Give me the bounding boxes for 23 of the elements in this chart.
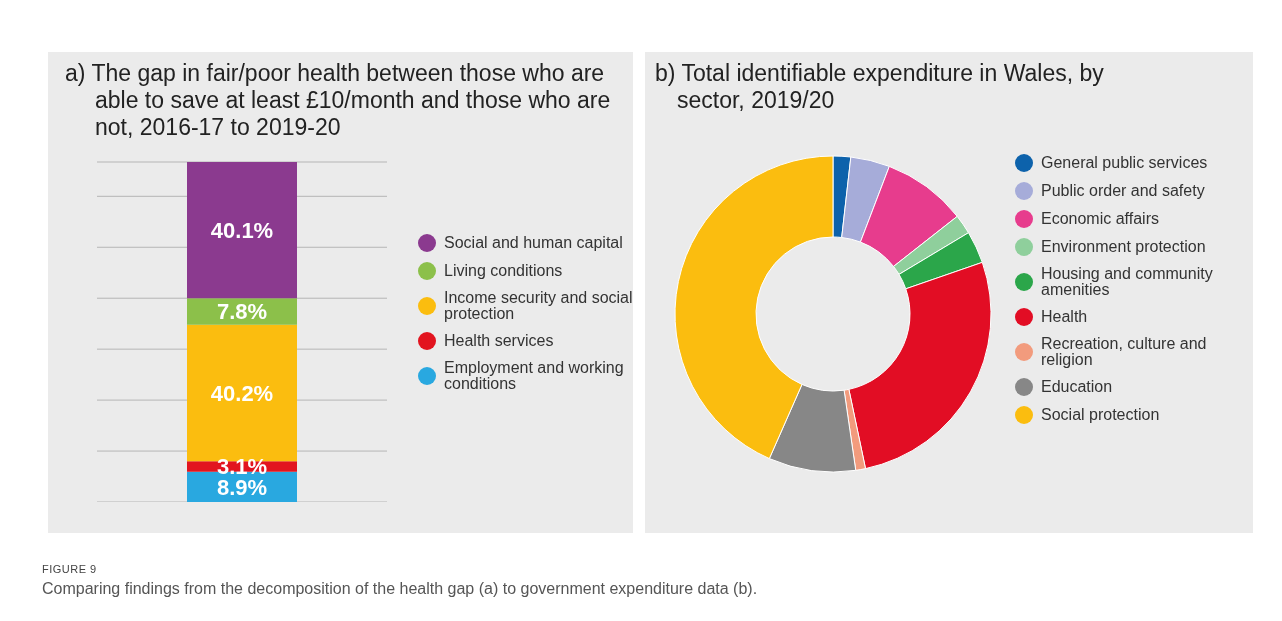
legend-label: Environment protection (1041, 238, 1206, 255)
legend-label: Economic affairs (1041, 210, 1159, 227)
legend-label: Social and human capital (444, 234, 623, 251)
legend-label: Health (1041, 308, 1088, 325)
bar (187, 162, 297, 299)
legend-label: Recreation, culture and religion (1041, 335, 1208, 368)
data-label: 8.9% (216, 474, 268, 500)
legend-label: General public services (1041, 154, 1208, 171)
legend-label: Living conditions (444, 262, 563, 279)
legend-label: Education (1041, 378, 1113, 395)
legend-label: Public order and safety (1041, 182, 1205, 199)
legend-label: Employment and working conditions (444, 359, 625, 392)
chart-title: a) The gap in fair/poor health between those who are able to save at least £10/month and those who are not, 2016-17 to 2019-20 (65, 60, 612, 141)
chart-title: b) Total identifiable expenditure in Wales, by sector, 2019/20 (655, 60, 1105, 114)
data-label: 40.1% (210, 217, 274, 243)
legend-label: Housing and community amenities (1041, 265, 1214, 298)
legend-label: Health services (444, 332, 554, 349)
caption: FIGURE 9 (42, 563, 97, 575)
data-label: 7.8% (216, 299, 268, 325)
legend-label: Income security and social protection (444, 289, 633, 322)
text: Comparing findings from the decomposition of the health gap (a) to government expenditure data (b). (42, 580, 758, 598)
data-label: 40.2% (210, 380, 274, 406)
legend-label: Social protection (1041, 406, 1160, 423)
